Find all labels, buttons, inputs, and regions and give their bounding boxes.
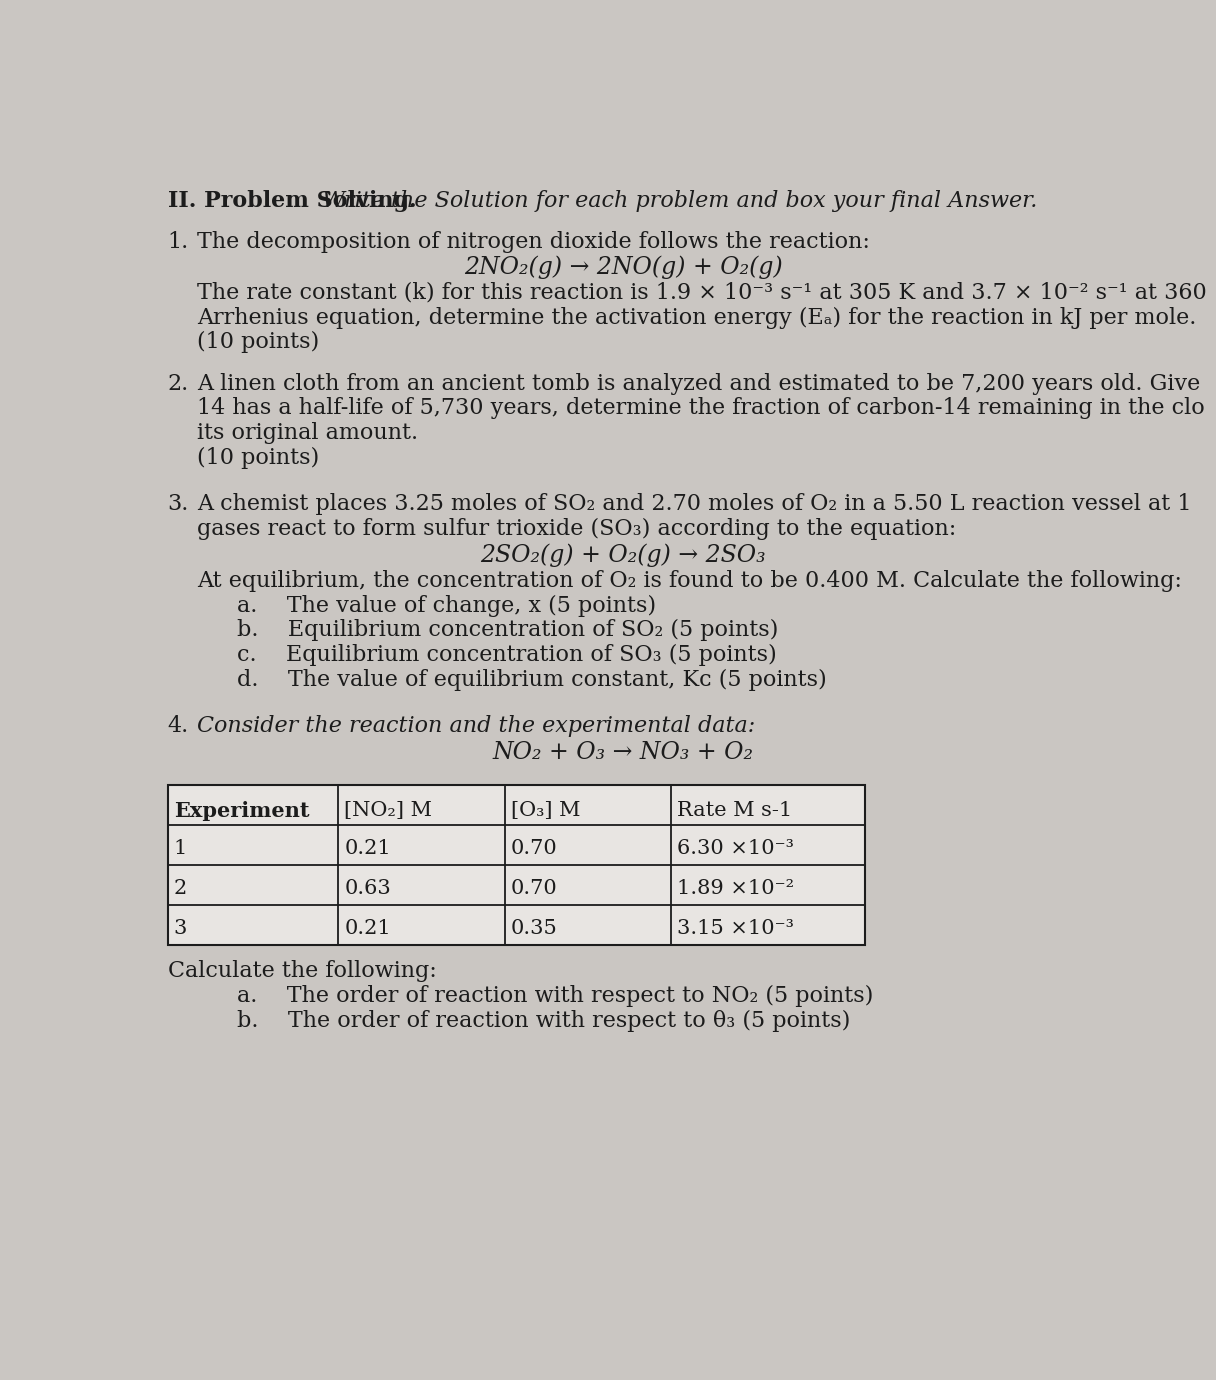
Text: 4.: 4. [168, 715, 188, 737]
Text: 0.70: 0.70 [511, 879, 558, 898]
Text: a.  The order of reaction with respect to NO₂ (5 points): a. The order of reaction with respect to… [237, 985, 873, 1007]
Text: its original amount.: its original amount. [197, 422, 418, 444]
Text: 1: 1 [174, 839, 187, 858]
Text: c.  Equilibrium concentration of SO₃ (5 points): c. Equilibrium concentration of SO₃ (5 p… [237, 643, 777, 667]
Text: (10 points): (10 points) [197, 447, 319, 469]
Text: b.  The order of reaction with respect to θ₃ (5 points): b. The order of reaction with respect to… [237, 1010, 851, 1032]
Text: 0.70: 0.70 [511, 839, 558, 858]
Text: At equilibrium, the concentration of O₂ is found to be 0.400 M. Calculate the fo: At equilibrium, the concentration of O₂ … [197, 570, 1182, 592]
Text: II. Problem Solving.: II. Problem Solving. [168, 190, 416, 213]
Text: [O₃] M: [O₃] M [511, 802, 580, 821]
Text: gases react to form sulfur trioxide (SO₃) according to the equation:: gases react to form sulfur trioxide (SO₃… [197, 518, 956, 540]
Text: The decomposition of nitrogen dioxide follows the reaction:: The decomposition of nitrogen dioxide fo… [197, 230, 869, 253]
Text: 0.35: 0.35 [511, 919, 558, 938]
Bar [168, 785, 865, 945]
Text: b.  Equilibrium concentration of SO₂ (5 points): b. Equilibrium concentration of SO₂ (5 p… [237, 620, 778, 642]
Text: 1.: 1. [168, 230, 188, 253]
Text: 3.: 3. [168, 493, 188, 515]
Text: 2: 2 [174, 879, 187, 898]
Text: 2.: 2. [168, 373, 188, 395]
Text: d.  The value of equilibrium constant, Kᴄ (5 points): d. The value of equilibrium constant, Kᴄ… [237, 668, 827, 690]
Text: NO₂ + O₃ → NO₃ + O₂: NO₂ + O₃ → NO₃ + O₂ [492, 741, 754, 763]
Text: 3: 3 [174, 919, 187, 938]
Text: Write the Solution for each problem and box your final Answer.: Write the Solution for each problem and … [315, 190, 1037, 213]
Text: 0.21: 0.21 [344, 839, 392, 858]
Text: 2NO₂(g) → 2NO(g) + O₂(g): 2NO₂(g) → 2NO(g) + O₂(g) [463, 255, 783, 279]
Text: 0.21: 0.21 [344, 919, 392, 938]
Text: Consider the reaction and the experimental data:: Consider the reaction and the experiment… [197, 715, 755, 737]
Text: Arrhenius equation, determine the activation energy (Eₐ) for the reaction in kJ : Arrhenius equation, determine the activa… [197, 306, 1197, 328]
Text: a.  The value of change, x (5 points): a. The value of change, x (5 points) [237, 595, 657, 617]
Text: Calculate the following:: Calculate the following: [168, 960, 437, 983]
Text: The rate constant (k) for this reaction is 1.9 × 10⁻³ s⁻¹ at 305 K and 3.7 × 10⁻: The rate constant (k) for this reaction … [197, 282, 1206, 304]
Text: 6.30 ×10⁻³: 6.30 ×10⁻³ [677, 839, 794, 858]
Text: 14 has a half-life of 5,730 years, determine the fraction of carbon-14 remaining: 14 has a half-life of 5,730 years, deter… [197, 397, 1205, 420]
Text: [NO₂] M: [NO₂] M [344, 802, 432, 821]
Text: 1.89 ×10⁻²: 1.89 ×10⁻² [677, 879, 794, 898]
Text: (10 points): (10 points) [197, 331, 319, 353]
Text: 2SO₂(g) + O₂(g) → 2SO₃: 2SO₂(g) + O₂(g) → 2SO₃ [480, 544, 766, 567]
Text: A linen cloth from an ancient tomb is analyzed and estimated to be 7,200 years o: A linen cloth from an ancient tomb is an… [197, 373, 1200, 395]
Text: Rate M s-1: Rate M s-1 [677, 802, 793, 821]
Text: 3.15 ×10⁻³: 3.15 ×10⁻³ [677, 919, 794, 938]
Text: 0.63: 0.63 [344, 879, 392, 898]
Text: Experiment: Experiment [174, 802, 309, 821]
Text: A chemist places 3.25 moles of SO₂ and 2.70 moles of O₂ in a 5.50 L reaction ves: A chemist places 3.25 moles of SO₂ and 2… [197, 493, 1192, 515]
